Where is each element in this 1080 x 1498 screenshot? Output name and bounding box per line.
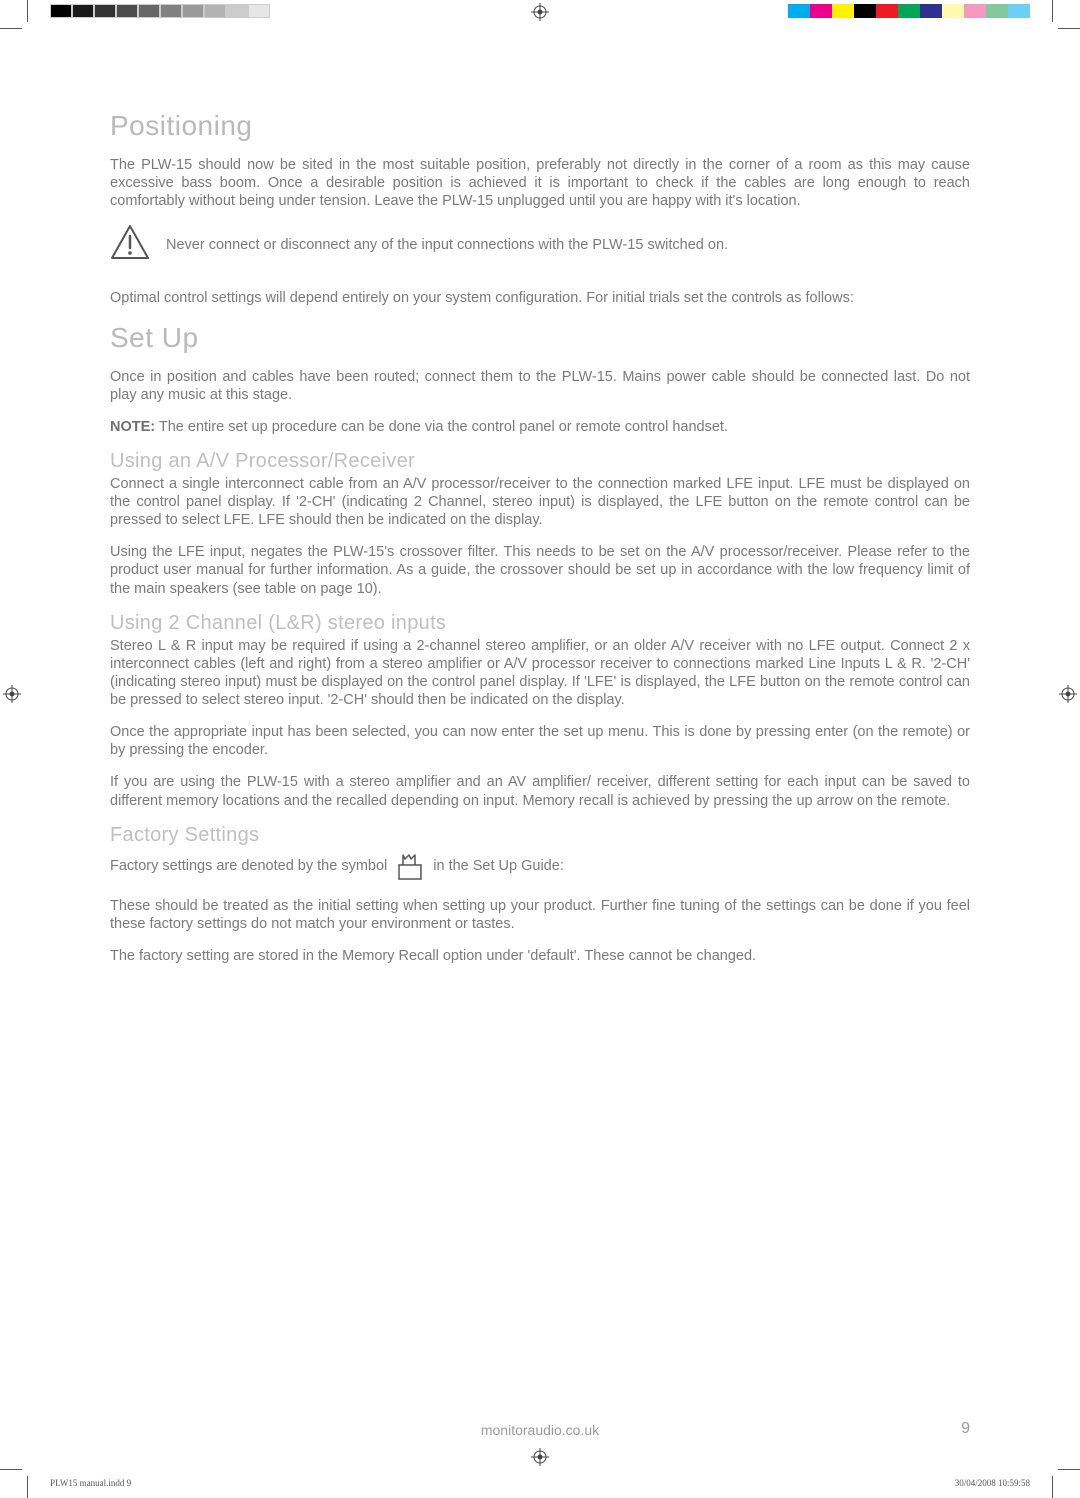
registration-mark-right — [1059, 685, 1077, 703]
grayscale-swatch — [116, 4, 138, 18]
setup-note: NOTE: The entire set up procedure can be… — [110, 418, 970, 436]
grayscale-swatch — [50, 4, 72, 18]
color-swatch — [876, 4, 898, 18]
crop-mark — [22, 0, 34, 35]
warning-icon — [110, 224, 150, 265]
color-swatch — [810, 4, 832, 18]
color-swatch — [854, 4, 876, 18]
grayscale-swatch — [72, 4, 94, 18]
note-text: The entire set up procedure can be done … — [155, 419, 728, 435]
warning-row: Never connect or disconnect any of the i… — [110, 224, 970, 265]
factory-paragraph-2: The factory setting are stored in the Me… — [110, 947, 970, 965]
color-swatch — [942, 4, 964, 18]
factory-heading: Factory Settings — [110, 824, 970, 847]
color-swatch — [964, 4, 986, 18]
color-bar — [788, 4, 1030, 18]
color-swatch — [788, 4, 810, 18]
stereo-heading: Using 2 Channel (L&R) stereo inputs — [110, 612, 970, 635]
factory-icon — [393, 849, 427, 883]
setup-heading: Set Up — [110, 322, 970, 354]
stereo-paragraph-3: If you are using the PLW-15 with a stere… — [110, 773, 970, 809]
footer-url: monitoraudio.co.uk — [0, 1422, 1080, 1438]
grayscale-swatch — [182, 4, 204, 18]
setup-paragraph-1: Once in position and cables have been ro… — [110, 368, 970, 404]
av-paragraph-1: Connect a single interconnect cable from… — [110, 475, 970, 529]
grayscale-swatch — [94, 4, 116, 18]
color-swatch — [986, 4, 1008, 18]
grayscale-bar — [50, 4, 270, 18]
av-paragraph-2: Using the LFE input, negates the PLW-15'… — [110, 543, 970, 597]
stereo-paragraph-2: Once the appropriate input has been sele… — [110, 723, 970, 759]
note-label: NOTE: — [110, 419, 155, 435]
document-stamp: PLW15 manual.indd 9 — [50, 1478, 131, 1488]
av-heading: Using an A/V Processor/Receiver — [110, 450, 970, 473]
crop-mark — [1046, 1463, 1058, 1498]
grayscale-swatch — [160, 4, 182, 18]
factory-symbol-row: Factory settings are denoted by the symb… — [110, 849, 970, 883]
grayscale-swatch — [138, 4, 160, 18]
registration-mark-left — [3, 685, 21, 703]
registration-mark-top — [531, 3, 549, 21]
positioning-paragraph-2: Optimal control settings will depend ent… — [110, 289, 970, 307]
grayscale-swatch — [248, 4, 270, 18]
page-number: 9 — [961, 1420, 970, 1438]
positioning-heading: Positioning — [110, 110, 970, 142]
date-stamp: 30/04/2008 10:59:58 — [955, 1478, 1030, 1488]
factory-after-text: in the Set Up Guide: — [433, 858, 564, 874]
page-content: Positioning The PLW-15 should now be sit… — [110, 110, 970, 979]
positioning-paragraph-1: The PLW-15 should now be sited in the mo… — [110, 156, 970, 210]
factory-paragraph-1: These should be treated as the initial s… — [110, 897, 970, 933]
color-swatch — [920, 4, 942, 18]
stereo-paragraph-1: Stereo L & R input may be required if us… — [110, 637, 970, 710]
warning-text: Never connect or disconnect any of the i… — [166, 237, 728, 253]
registration-mark-bottom — [531, 1448, 549, 1466]
grayscale-swatch — [204, 4, 226, 18]
color-swatch — [832, 4, 854, 18]
color-swatch — [898, 4, 920, 18]
grayscale-swatch — [226, 4, 248, 18]
crop-mark — [1046, 0, 1058, 35]
factory-before-text: Factory settings are denoted by the symb… — [110, 858, 387, 874]
color-swatch — [1008, 4, 1030, 18]
crop-mark — [22, 1463, 34, 1498]
